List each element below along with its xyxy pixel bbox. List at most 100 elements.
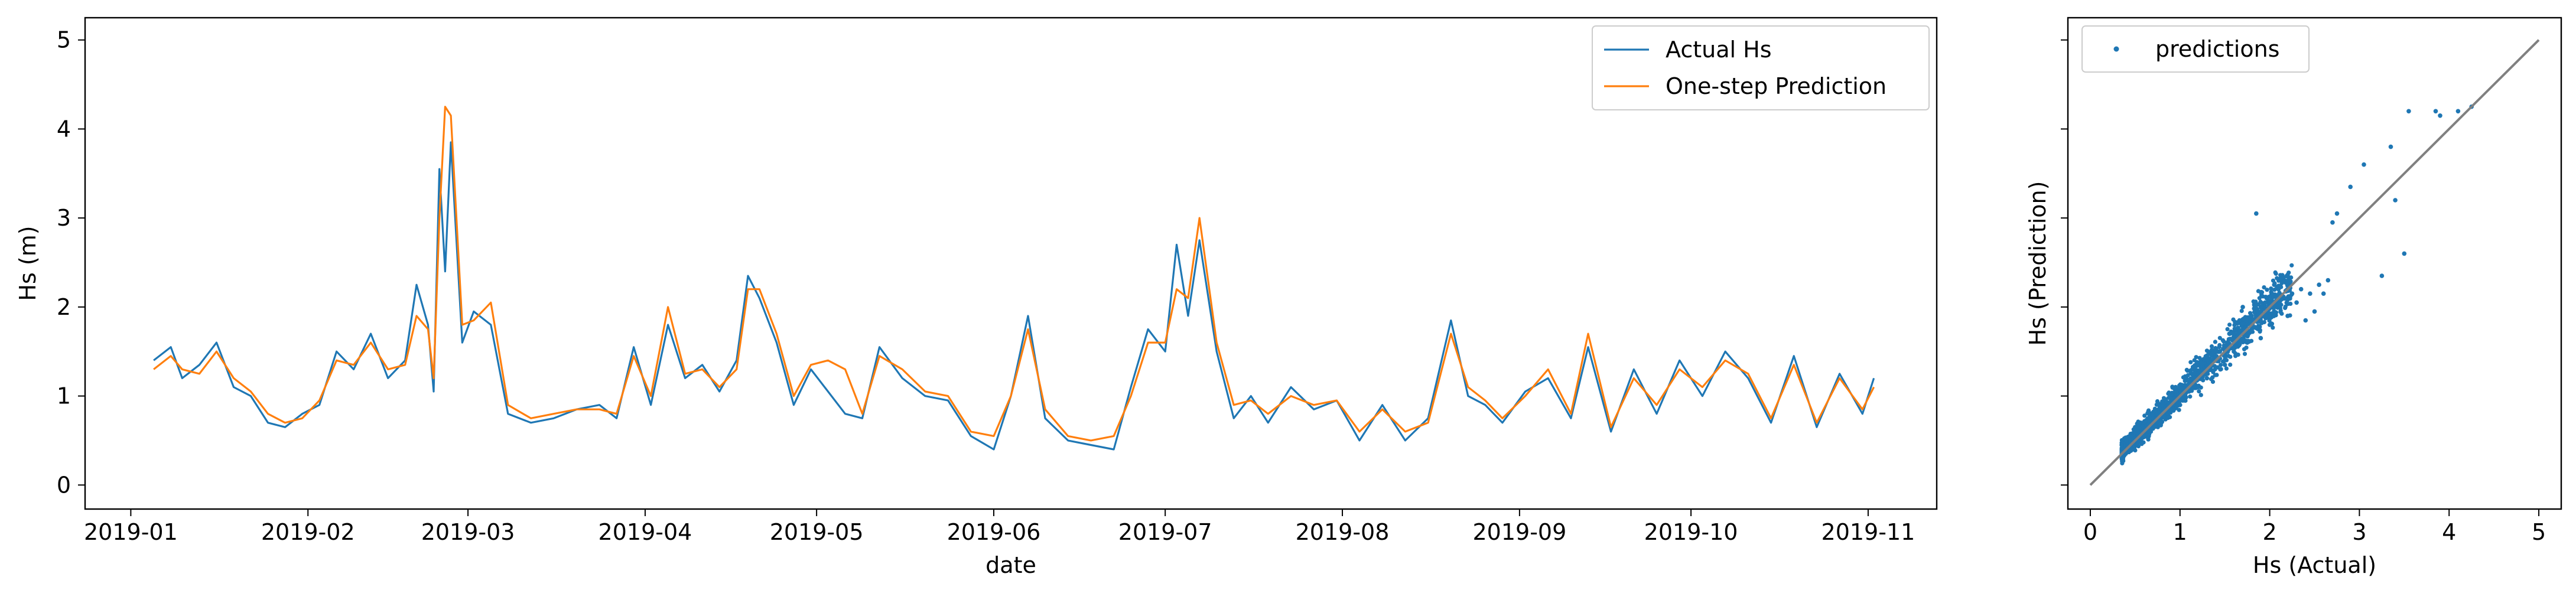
scatter-point xyxy=(2275,276,2279,281)
scatter-point xyxy=(2191,371,2196,376)
scatter-point xyxy=(2132,431,2136,435)
scatter-point xyxy=(2402,251,2407,256)
scatter-point xyxy=(2273,310,2279,315)
x-tick-label: 2019-08 xyxy=(1296,519,1390,545)
scatter-point xyxy=(2379,273,2385,278)
scatter-point xyxy=(2285,279,2289,283)
scatter-point xyxy=(2289,263,2294,268)
scatter-point xyxy=(2242,351,2248,356)
time-series-plot-frame xyxy=(84,17,1938,510)
scatter-x-axis-label: Hs (Actual) xyxy=(2253,552,2376,578)
scatter-point xyxy=(2133,425,2138,430)
scatter-point xyxy=(2210,347,2214,352)
scatter-point xyxy=(2237,328,2242,333)
scatter-point xyxy=(2286,294,2291,299)
scatter-point xyxy=(2308,291,2312,296)
scatter-x-tick-label: 0 xyxy=(2083,519,2097,545)
scatter-point xyxy=(2190,386,2194,391)
scatter-point xyxy=(2200,363,2205,367)
scatter-ticks: 0 1 2 3 4 5 xyxy=(2061,39,2546,545)
scatter-point xyxy=(2220,338,2225,343)
scatter-point xyxy=(2213,345,2218,351)
scatter-point xyxy=(2272,282,2276,288)
scatter-point xyxy=(2180,386,2184,392)
scatter-point xyxy=(2255,325,2260,330)
scatter-point xyxy=(2194,355,2198,360)
scatter-point xyxy=(2253,305,2258,310)
scatter-point xyxy=(2231,346,2236,351)
scatter-point xyxy=(2321,291,2326,296)
scatter-point xyxy=(2211,370,2216,374)
scatter-point xyxy=(2168,396,2172,400)
scatter-point xyxy=(2184,367,2189,373)
scatter-point xyxy=(2388,144,2393,149)
series-line-actual-hs xyxy=(153,141,1875,451)
scatter-point xyxy=(2194,371,2199,376)
scatter-point xyxy=(2265,288,2269,292)
scatter-point xyxy=(2210,379,2216,384)
y-tick-label: 0 xyxy=(57,472,71,498)
y-tick-label: 2 xyxy=(57,294,71,320)
scatter-point xyxy=(2260,304,2265,309)
legend-box xyxy=(1592,25,1930,110)
scatter-point xyxy=(2228,363,2233,367)
scatter-point xyxy=(2218,367,2223,372)
legend-label-actual-hs: Actual Hs xyxy=(1666,37,1772,63)
scatter-point xyxy=(2196,384,2200,390)
scatter-x-tick-label: 1 xyxy=(2173,519,2187,545)
scatter-point xyxy=(2213,349,2219,354)
scatter-point xyxy=(2232,322,2237,328)
scatter-point xyxy=(2362,162,2366,167)
scatter-point xyxy=(2214,373,2219,377)
scatter-point xyxy=(2242,347,2247,351)
time-series-ticks: 2019-01 2019-02 2019-03 2019-04 2019-05 2019-… xyxy=(57,27,1915,545)
y-tick-label: 4 xyxy=(57,116,71,142)
scatter-x-tick-label: 4 xyxy=(2442,519,2456,545)
scatter-point xyxy=(2294,300,2299,305)
scatter-point xyxy=(2227,331,2232,336)
scatter-point xyxy=(2249,314,2254,318)
scatter-point xyxy=(2240,305,2245,309)
scatter-point xyxy=(2217,350,2222,354)
scatter-point xyxy=(2169,392,2174,397)
time-series-x-axis-label: date xyxy=(985,552,1036,578)
scatter-point xyxy=(2273,270,2278,275)
scatter-point xyxy=(2348,184,2353,190)
scatter-point xyxy=(2269,286,2273,291)
scatter-point xyxy=(2197,356,2202,360)
scatter-point xyxy=(2204,376,2210,381)
scatter-point xyxy=(2168,407,2174,412)
scatter-point xyxy=(2222,363,2227,367)
scatter-point xyxy=(2188,360,2193,364)
scatter-point xyxy=(2155,399,2160,404)
scatter-point xyxy=(2228,337,2233,341)
scatter-point xyxy=(2233,319,2237,324)
scatter-point xyxy=(2438,113,2442,118)
scatter-x-tick-label: 3 xyxy=(2352,519,2366,545)
scatter-point xyxy=(2270,292,2275,296)
scatter-point xyxy=(2267,322,2272,327)
scatter-point xyxy=(2278,273,2283,278)
scatter-point xyxy=(2263,314,2268,318)
scatter-point xyxy=(2258,335,2263,341)
scatter-point xyxy=(2217,345,2222,350)
scatter-chart: 0 1 2 3 4 5 Hs (Actual) Hs (Prediction) predi… xyxy=(2025,17,2562,578)
x-tick-label: 2019-07 xyxy=(1118,519,1212,545)
scatter-point xyxy=(2271,325,2275,330)
scatter-point xyxy=(2198,393,2203,397)
scatter-point xyxy=(2286,270,2291,275)
y-tick-label: 1 xyxy=(57,383,71,409)
x-tick-label: 2019-11 xyxy=(1822,519,1915,545)
scatter-point xyxy=(2232,349,2236,354)
scatter-point xyxy=(2254,211,2259,216)
scatter-point xyxy=(2177,407,2181,412)
scatter-point xyxy=(2253,299,2258,304)
scatter-point xyxy=(2159,402,2165,407)
scatter-point xyxy=(2285,298,2289,302)
scatter-point xyxy=(2147,418,2152,422)
scatter-point xyxy=(2203,354,2208,359)
scatter-point xyxy=(2245,340,2250,345)
scatter-point xyxy=(2266,295,2271,299)
scatter-point xyxy=(2272,314,2276,318)
